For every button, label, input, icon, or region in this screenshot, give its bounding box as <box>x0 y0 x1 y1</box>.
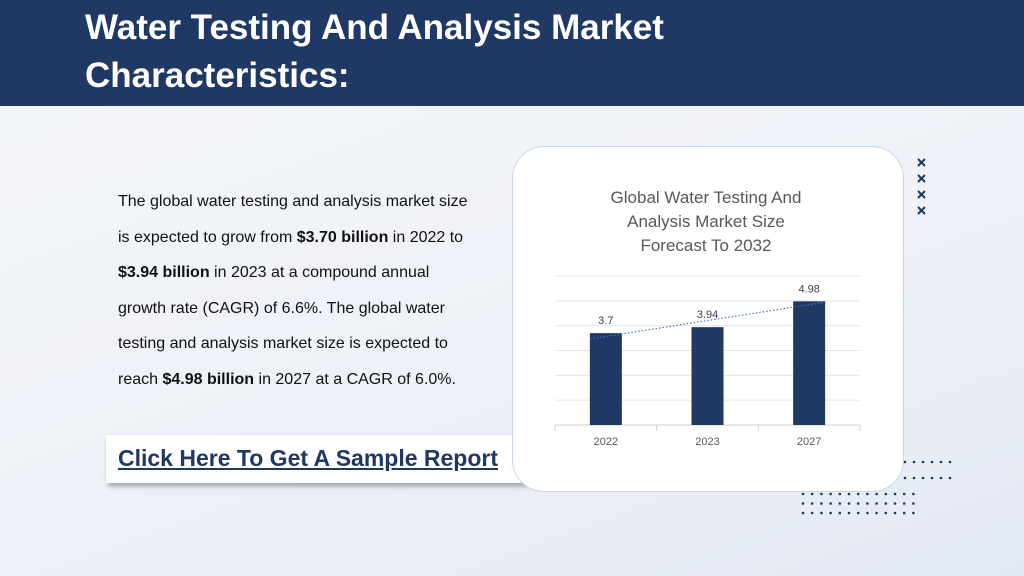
chart-card <box>512 146 904 492</box>
text-run: in 2023 at a compound annual growth rate… <box>118 264 448 388</box>
x-tick-label: 2027 <box>797 436 821 448</box>
text-run: in 2027 at a CAGR of 6.0%. <box>254 370 456 388</box>
x-tick-label: 2023 <box>695 436 719 448</box>
decoration-crosses <box>917 158 926 215</box>
bar <box>691 327 724 425</box>
bold-text: $3.94 billion <box>118 264 210 281</box>
text-run: The global water testing and analysis ma… <box>118 193 468 246</box>
data-label: 3.94 <box>697 309 718 321</box>
trendline <box>589 301 826 340</box>
sample-report-link[interactable]: Click Here To Get A Sample Report <box>118 445 499 471</box>
link-button[interactable]: Click Here To Get A Sample Report <box>106 435 526 483</box>
text-run: in 2022 to <box>388 228 464 246</box>
decoration-dots <box>801 460 952 515</box>
bold-text: $3.70 billion <box>296 228 389 246</box>
paragraph: The global water testing and analysis ma… <box>118 184 468 397</box>
bold-text: $4.98 billion <box>162 370 255 388</box>
chart-title: Global Water Testing And Analysis Market … <box>611 188 802 255</box>
data-label: 3.7 <box>598 315 613 327</box>
data-label: 4.98 <box>798 283 819 295</box>
slide-title: Water Testing And Analysis Market Charac… <box>85 8 664 95</box>
header-bar: Water Testing And Analysis Market Charac… <box>0 0 1024 106</box>
x-tick-label: 2022 <box>594 436 618 448</box>
bar <box>793 301 826 425</box>
bar <box>589 333 622 425</box>
